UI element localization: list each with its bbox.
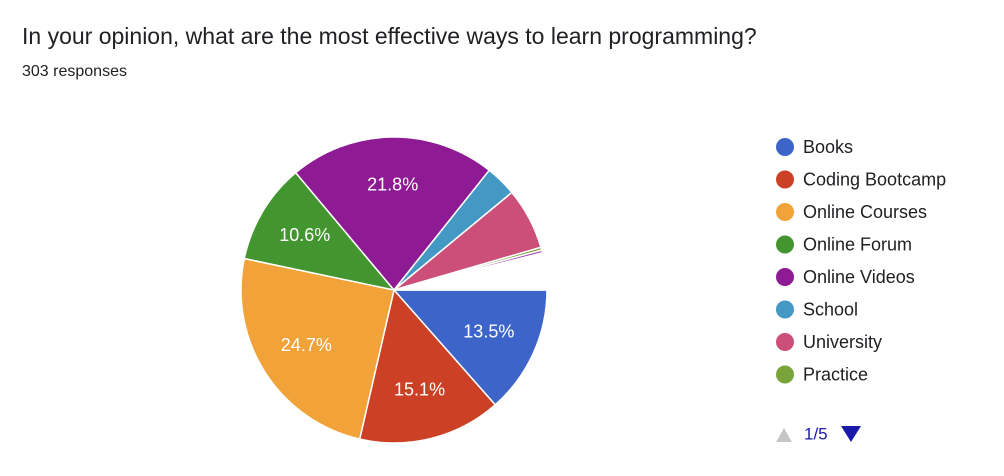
legend-label: School bbox=[803, 299, 858, 319]
legend-label: Online Forum bbox=[803, 234, 912, 254]
pie-slice bbox=[392, 289, 548, 406]
legend-swatch bbox=[776, 138, 794, 156]
slice-label: 24.7% bbox=[281, 335, 332, 355]
legend-page: 1/5 bbox=[804, 424, 828, 443]
legend-prev[interactable] bbox=[776, 428, 792, 442]
legend: Books Coding Bootcamp Online Courses Online… bbox=[776, 137, 946, 384]
legend-swatch bbox=[776, 333, 794, 351]
legend-swatch bbox=[776, 268, 794, 286]
legend-label: Online Videos bbox=[803, 267, 915, 287]
slice-label: 10.6% bbox=[279, 225, 330, 245]
legend-label: Coding Bootcamp bbox=[803, 169, 946, 189]
legend-swatch bbox=[776, 235, 794, 254]
legend-label: Books bbox=[803, 137, 853, 157]
slice-label: 21.8% bbox=[367, 175, 418, 195]
legend-swatch bbox=[776, 170, 794, 189]
pie-slice bbox=[243, 171, 396, 292]
legend-label: Practice bbox=[803, 364, 868, 384]
legend-label: Online Courses bbox=[803, 202, 927, 222]
subtitle: 303 responses bbox=[22, 63, 127, 80]
legend-label: University bbox=[803, 332, 882, 352]
pie: 13.5% 15.1% 24.7% 10.6% 21.8% bbox=[240, 136, 548, 444]
slice-label: 15.1% bbox=[394, 380, 445, 400]
legend-swatch bbox=[776, 300, 794, 319]
legend-swatch bbox=[776, 203, 794, 221]
pie-slice bbox=[294, 136, 491, 292]
legend-swatch bbox=[776, 365, 794, 384]
slice-label: 13.5% bbox=[463, 322, 514, 342]
chart-title: In your opinion, what are the most effec… bbox=[22, 23, 757, 49]
pie-slice bbox=[240, 257, 395, 441]
pie-slice bbox=[393, 251, 548, 291]
pie-slice bbox=[358, 288, 497, 444]
legend-next[interactable] bbox=[841, 426, 861, 442]
